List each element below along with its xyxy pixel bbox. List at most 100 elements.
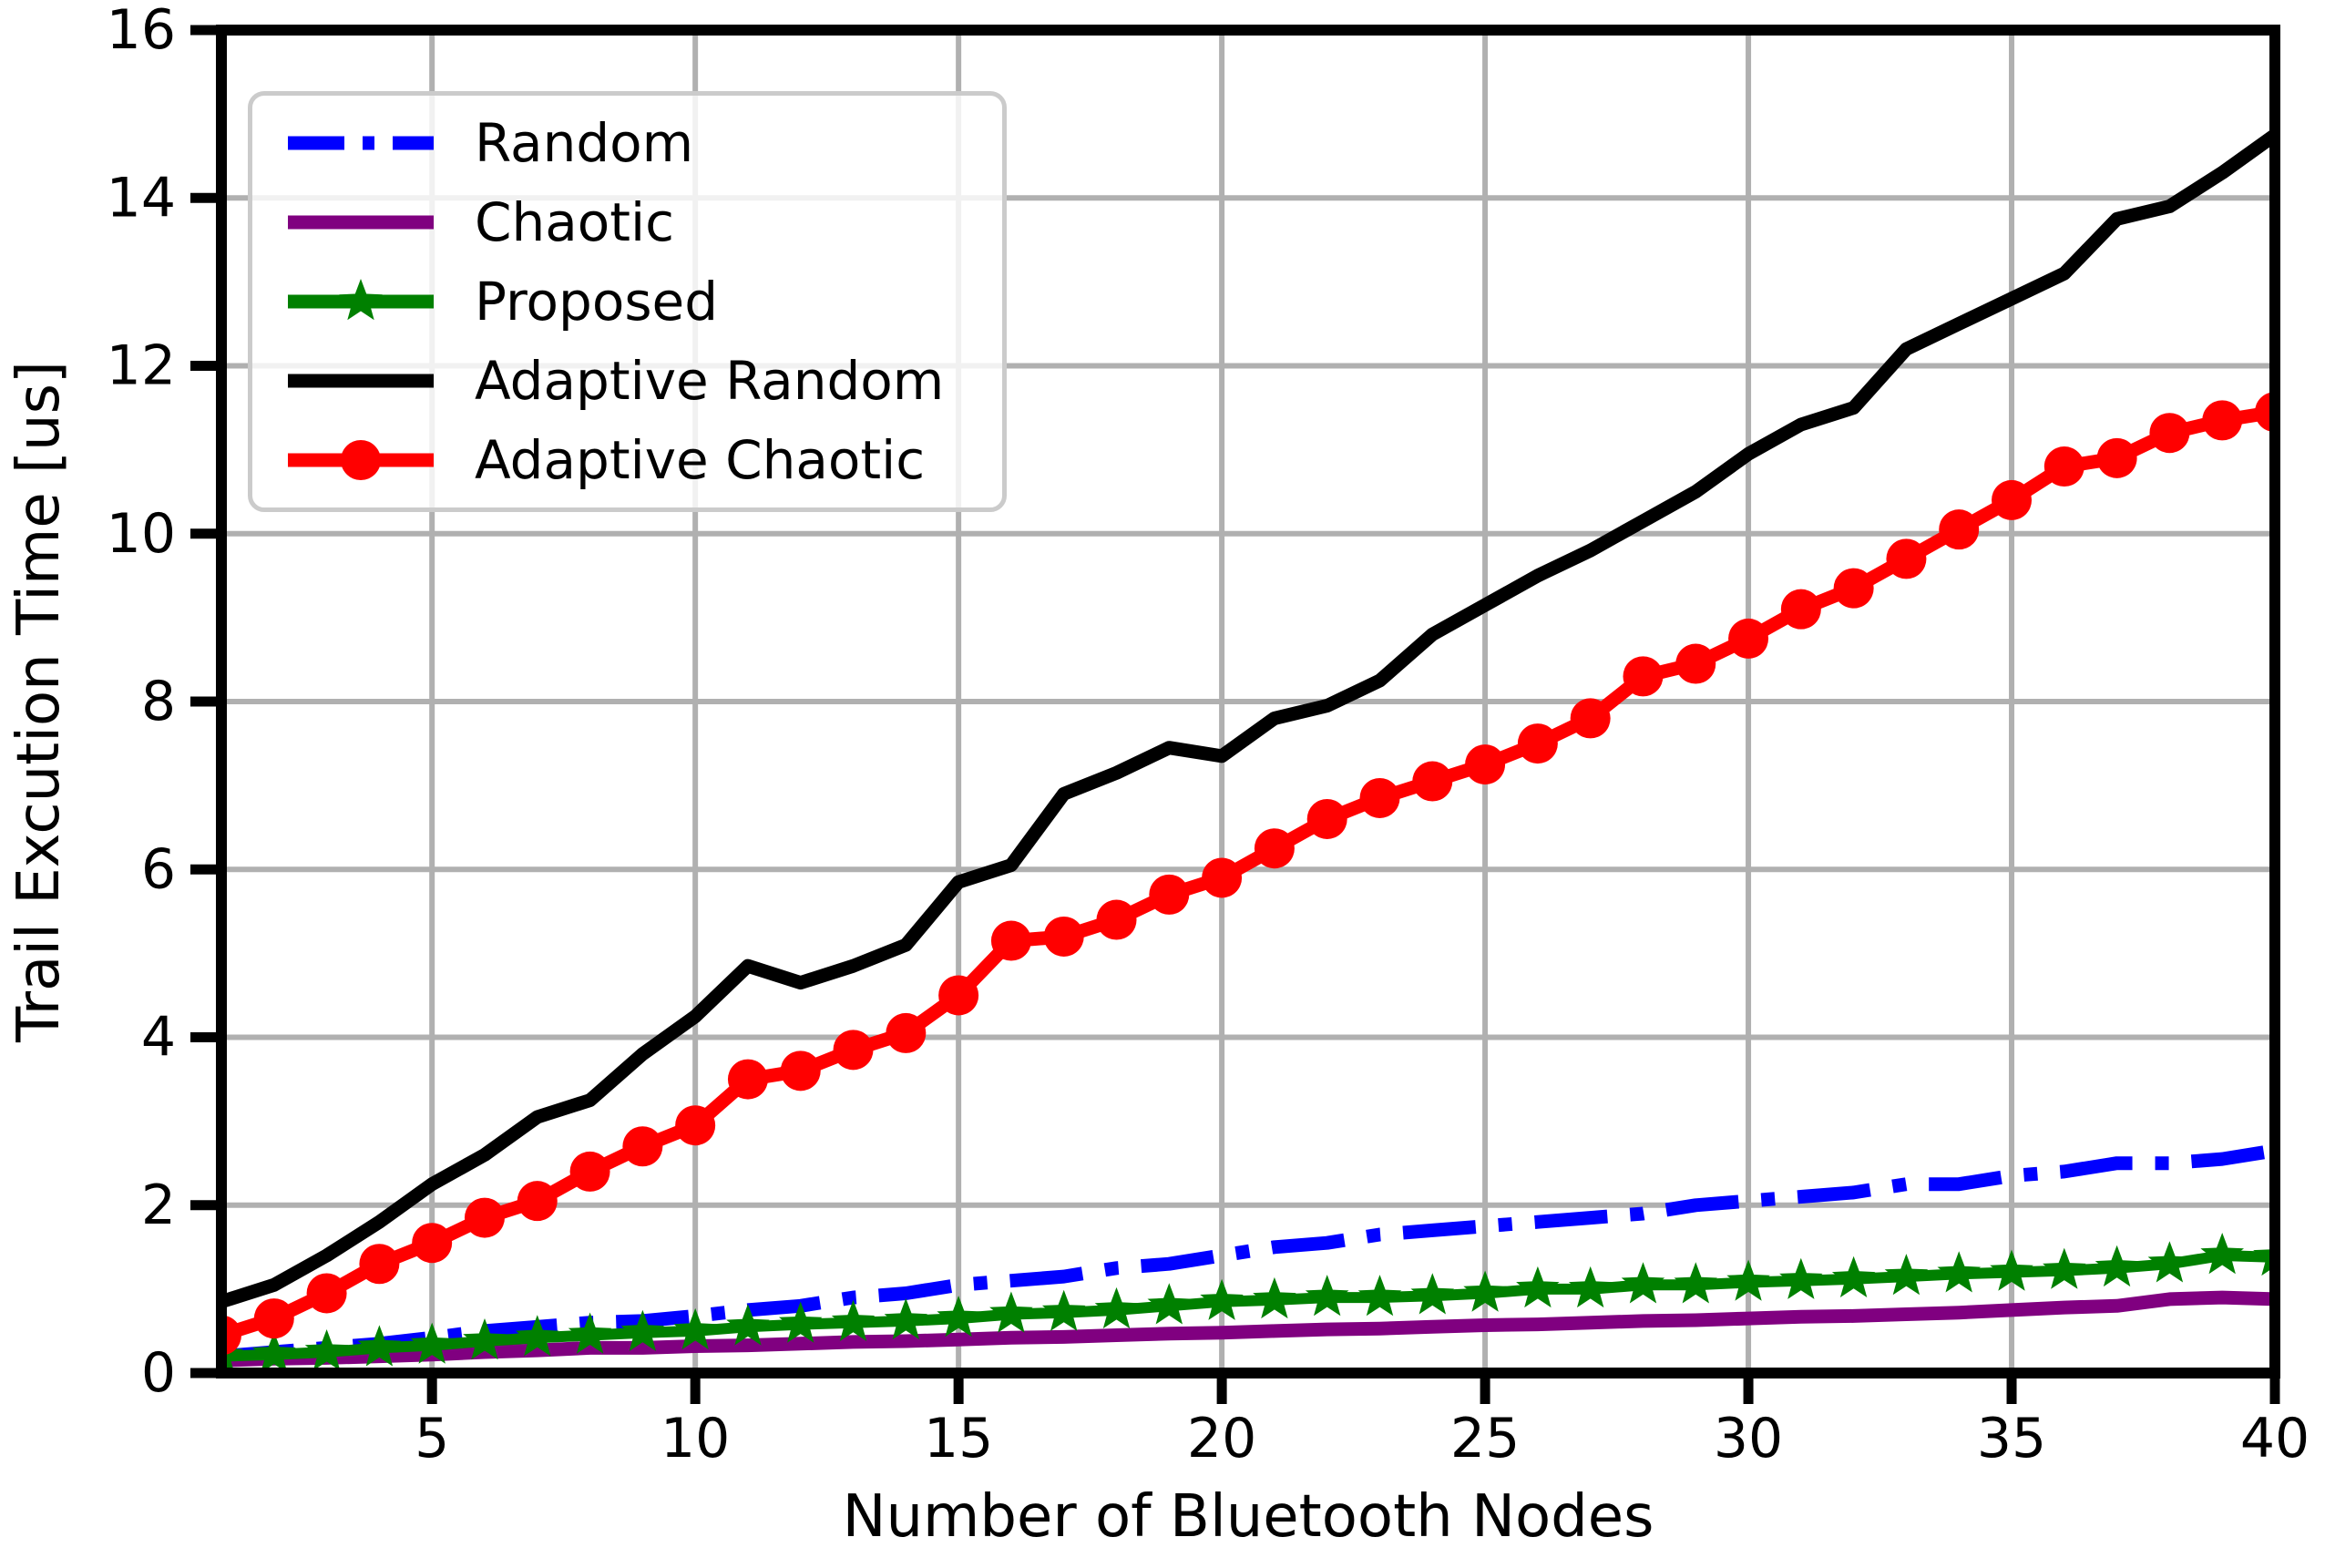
- data-point-marker: [831, 1299, 876, 1341]
- data-point-marker: [569, 1151, 610, 1192]
- tick-labels: 5 10 15 20 25 30 35 40 0 2 4 6 8 10 12 14 16: [107, 0, 2310, 1471]
- data-point-marker: [886, 1012, 927, 1053]
- data-point-marker: [1831, 1255, 1876, 1297]
- legend-item-adaptive-chaotic: Adaptive Chaotic: [252, 432, 1002, 488]
- data-point-marker: [2202, 400, 2243, 441]
- data-point-marker: [1570, 698, 1611, 739]
- series-adaptive-chaotic: [221, 392, 2275, 1356]
- series-adaptive-random: [221, 129, 2275, 1308]
- data-point-marker: [1992, 479, 2033, 520]
- data-point-marker: [2043, 446, 2084, 487]
- data-point-marker: [1253, 1276, 1296, 1319]
- data-point-marker: [1041, 1289, 1086, 1331]
- data-point-marker: [2200, 1233, 2244, 1275]
- x-tick-label: 5: [415, 1407, 449, 1471]
- data-point-marker: [620, 1309, 665, 1351]
- legend-item-chaotic: Chaotic: [252, 194, 1002, 251]
- data-line: [221, 129, 2275, 1308]
- legend-label: Adaptive Chaotic: [475, 429, 926, 492]
- data-point-marker: [357, 1325, 402, 1367]
- y-tick-label: 2: [141, 1173, 176, 1237]
- data-point-marker: [1200, 1278, 1244, 1320]
- data-point-marker: [306, 1273, 347, 1314]
- x-tick-label: 35: [1977, 1407, 2046, 1471]
- y-tick-label: 12: [107, 334, 176, 398]
- data-point-marker: [304, 1329, 349, 1371]
- data-point-marker: [1728, 618, 1769, 659]
- legend-label: Adaptive Random: [475, 350, 945, 413]
- data-point-marker: [1465, 744, 1506, 785]
- data-point-marker: [1623, 656, 1664, 697]
- data-point-marker: [938, 975, 979, 1016]
- data-point-marker: [1412, 761, 1453, 802]
- data-point-marker: [1621, 1262, 1665, 1304]
- data-point-marker: [1410, 1273, 1455, 1315]
- data-point-marker: [568, 1312, 612, 1354]
- ticks: [190, 25, 2280, 1404]
- data-point-marker: [673, 1307, 717, 1350]
- x-tick-label: 15: [924, 1407, 993, 1471]
- data-point-marker: [884, 1297, 928, 1340]
- x-tick-label: 25: [1450, 1407, 1520, 1471]
- data-point-marker: [1884, 1254, 1929, 1296]
- legend-label: Proposed: [475, 270, 719, 333]
- data-point-marker: [1779, 1257, 1823, 1299]
- series-group: [221, 129, 2275, 1373]
- data-point-marker: [675, 1105, 716, 1146]
- series-proposed: [221, 1233, 2275, 1373]
- data-point-marker: [1359, 777, 1400, 818]
- data-point-marker: [1202, 857, 1243, 898]
- data-point-marker: [726, 1304, 770, 1346]
- data-point-marker: [1939, 509, 1980, 550]
- data-point-marker: [1357, 1275, 1402, 1317]
- data-point-marker: [1254, 828, 1295, 869]
- y-tick-label: 8: [141, 670, 176, 733]
- data-point-marker: [516, 1315, 559, 1357]
- data-point-marker: [1147, 1283, 1192, 1325]
- data-point-marker: [1833, 568, 1874, 609]
- data-point-marker: [1149, 874, 1190, 915]
- chaotic-line-swatch-icon: [288, 215, 434, 230]
- x-tick-label: 20: [1187, 1407, 1256, 1471]
- data-point-marker: [464, 1197, 505, 1238]
- data-point-marker: [1305, 1275, 1349, 1317]
- x-axis-label: Number of Bluetooth Nodes: [842, 1483, 1654, 1551]
- data-point-marker: [1306, 798, 1347, 839]
- y-axis-label: Trail Excution Time [us]: [5, 361, 73, 1042]
- data-line: [221, 1250, 2275, 1362]
- data-point-marker: [1094, 1286, 1139, 1329]
- adaptive-random-line-swatch-icon: [288, 374, 434, 388]
- data-point-marker: [1726, 1259, 1770, 1301]
- y-tick-label: 0: [141, 1341, 176, 1405]
- y-tick-label: 16: [107, 0, 176, 62]
- data-point-marker: [1886, 538, 1927, 579]
- legend-label: Chaotic: [475, 190, 675, 253]
- data-point-marker: [463, 1318, 507, 1360]
- y-tick-label: 10: [107, 502, 176, 566]
- proposed-line-swatch-icon: [288, 278, 434, 321]
- data-point-marker: [833, 1030, 874, 1071]
- x-tick-label: 10: [661, 1407, 730, 1471]
- data-point-marker: [2149, 413, 2190, 454]
- y-tick-label: 6: [141, 837, 176, 901]
- legend-label: Random: [475, 111, 694, 174]
- random-line-swatch-icon: [288, 136, 434, 150]
- adaptive-chaotic-line-swatch-icon: [288, 440, 434, 481]
- data-point-marker: [1517, 723, 1558, 764]
- data-line: [221, 1143, 2275, 1364]
- data-point-marker: [1463, 1270, 1507, 1312]
- data-point-marker: [1043, 916, 1084, 957]
- data-point-marker: [1675, 643, 1716, 684]
- data-point-marker: [1937, 1251, 1981, 1293]
- data-point-marker: [1096, 899, 1137, 940]
- data-point-marker: [780, 1050, 821, 1091]
- x-tick-label: 40: [2240, 1407, 2310, 1471]
- data-point-marker: [359, 1244, 400, 1285]
- y-tick-label: 4: [141, 1006, 176, 1070]
- data-line: [221, 405, 2275, 1342]
- data-point-marker: [990, 920, 1031, 961]
- data-point-marker: [1674, 1262, 1717, 1304]
- legend: Random Chaotic Proposed Adaptive Random …: [248, 91, 1007, 512]
- data-line: [221, 1290, 2275, 1368]
